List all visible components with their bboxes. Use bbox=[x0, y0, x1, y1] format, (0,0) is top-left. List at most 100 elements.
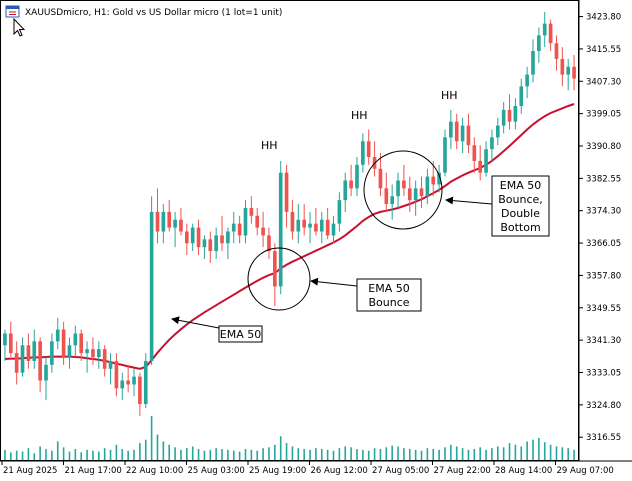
candle[interactable] bbox=[314, 207, 318, 236]
candle[interactable] bbox=[132, 368, 136, 397]
candle[interactable] bbox=[196, 219, 201, 256]
candle[interactable] bbox=[325, 207, 330, 240]
candle[interactable] bbox=[214, 227, 218, 259]
candle[interactable] bbox=[208, 231, 213, 263]
price-axis[interactable]: 3423.80 3415.55 3407.30 3399.05 3390.80 3382.… bbox=[579, 13, 621, 444]
candle[interactable] bbox=[44, 357, 48, 401]
candle[interactable] bbox=[179, 207, 183, 236]
candle[interactable] bbox=[278, 160, 283, 295]
candle[interactable] bbox=[537, 27, 541, 63]
candle[interactable] bbox=[478, 145, 483, 181]
candle[interactable] bbox=[519, 78, 524, 114]
candle[interactable] bbox=[120, 372, 125, 401]
candle[interactable] bbox=[308, 211, 312, 244]
candle[interactable] bbox=[443, 129, 447, 177]
candle[interactable] bbox=[38, 337, 42, 393]
candle[interactable] bbox=[143, 353, 148, 409]
candle[interactable] bbox=[79, 329, 84, 361]
candle[interactable] bbox=[361, 133, 365, 173]
candle[interactable] bbox=[513, 98, 518, 130]
candle[interactable] bbox=[296, 204, 301, 244]
candle[interactable] bbox=[337, 192, 342, 232]
candle[interactable] bbox=[231, 211, 236, 244]
candle[interactable] bbox=[413, 180, 418, 216]
candle[interactable] bbox=[531, 39, 535, 83]
candle[interactable] bbox=[167, 200, 172, 232]
candle[interactable] bbox=[126, 364, 130, 393]
candle[interactable] bbox=[261, 211, 265, 248]
candle[interactable] bbox=[542, 11, 547, 48]
candle[interactable] bbox=[226, 227, 230, 259]
candle[interactable] bbox=[331, 215, 336, 244]
candle[interactable] bbox=[73, 325, 78, 358]
candle[interactable] bbox=[437, 164, 441, 193]
time-axis[interactable]: 21 Aug 2025 21 Aug 17:00 22 Aug 10:00 25 Au… bbox=[1, 461, 614, 476]
candle[interactable] bbox=[55, 317, 60, 350]
candle[interactable] bbox=[96, 341, 101, 369]
candle[interactable] bbox=[273, 243, 277, 307]
candle[interactable] bbox=[290, 200, 295, 240]
candle[interactable] bbox=[249, 196, 254, 224]
chart-window-icon[interactable] bbox=[5, 5, 20, 18]
candle[interactable] bbox=[91, 337, 95, 365]
candle[interactable] bbox=[343, 172, 348, 212]
candle[interactable] bbox=[32, 329, 37, 369]
candle[interactable] bbox=[378, 153, 383, 197]
candle[interactable] bbox=[302, 204, 306, 236]
candle[interactable] bbox=[431, 160, 436, 197]
candle[interactable] bbox=[490, 129, 494, 161]
candle[interactable] bbox=[319, 211, 324, 244]
candle[interactable] bbox=[407, 176, 412, 212]
candle[interactable] bbox=[284, 164, 289, 228]
candle[interactable] bbox=[548, 19, 553, 52]
candle[interactable] bbox=[255, 207, 260, 236]
candle[interactable] bbox=[50, 333, 54, 373]
candle[interactable] bbox=[554, 35, 559, 71]
candle[interactable] bbox=[220, 215, 224, 252]
candle[interactable] bbox=[161, 204, 166, 244]
candle[interactable] bbox=[366, 129, 371, 165]
candle[interactable] bbox=[14, 341, 19, 385]
candle[interactable] bbox=[495, 117, 500, 146]
candle[interactable] bbox=[507, 94, 512, 130]
candle[interactable] bbox=[572, 54, 576, 91]
candle[interactable] bbox=[138, 372, 142, 416]
candle[interactable] bbox=[67, 337, 72, 369]
candle[interactable] bbox=[402, 164, 406, 197]
candle[interactable] bbox=[102, 345, 107, 377]
candle[interactable] bbox=[449, 109, 453, 150]
candle[interactable] bbox=[20, 337, 25, 377]
candle[interactable] bbox=[61, 321, 66, 365]
candle[interactable] bbox=[484, 141, 488, 177]
candle[interactable] bbox=[149, 196, 154, 365]
candle[interactable] bbox=[243, 200, 248, 244]
candle[interactable] bbox=[460, 117, 465, 154]
candle[interactable] bbox=[560, 47, 565, 87]
candle[interactable] bbox=[202, 235, 207, 259]
candle[interactable] bbox=[525, 66, 529, 99]
candlesticks[interactable] bbox=[3, 11, 576, 416]
candle[interactable] bbox=[3, 329, 7, 361]
candle[interactable] bbox=[419, 176, 424, 208]
candle[interactable] bbox=[396, 172, 400, 208]
candle[interactable] bbox=[466, 113, 471, 154]
candle[interactable] bbox=[237, 215, 242, 244]
candle[interactable] bbox=[472, 137, 477, 173]
candle[interactable] bbox=[8, 321, 13, 358]
candle[interactable] bbox=[355, 156, 359, 197]
candle[interactable] bbox=[26, 333, 31, 369]
candle[interactable] bbox=[390, 184, 394, 220]
candle[interactable] bbox=[384, 172, 389, 212]
candle[interactable] bbox=[114, 353, 119, 397]
candle[interactable] bbox=[267, 227, 271, 259]
candle[interactable] bbox=[501, 102, 506, 134]
candle[interactable] bbox=[85, 341, 89, 373]
candle[interactable] bbox=[108, 353, 113, 385]
candle[interactable] bbox=[372, 141, 377, 177]
candle[interactable] bbox=[425, 168, 430, 205]
candle[interactable] bbox=[454, 113, 459, 150]
candle[interactable] bbox=[173, 211, 177, 248]
candle[interactable] bbox=[566, 58, 571, 91]
candle[interactable] bbox=[349, 164, 353, 197]
candle[interactable] bbox=[155, 188, 160, 244]
